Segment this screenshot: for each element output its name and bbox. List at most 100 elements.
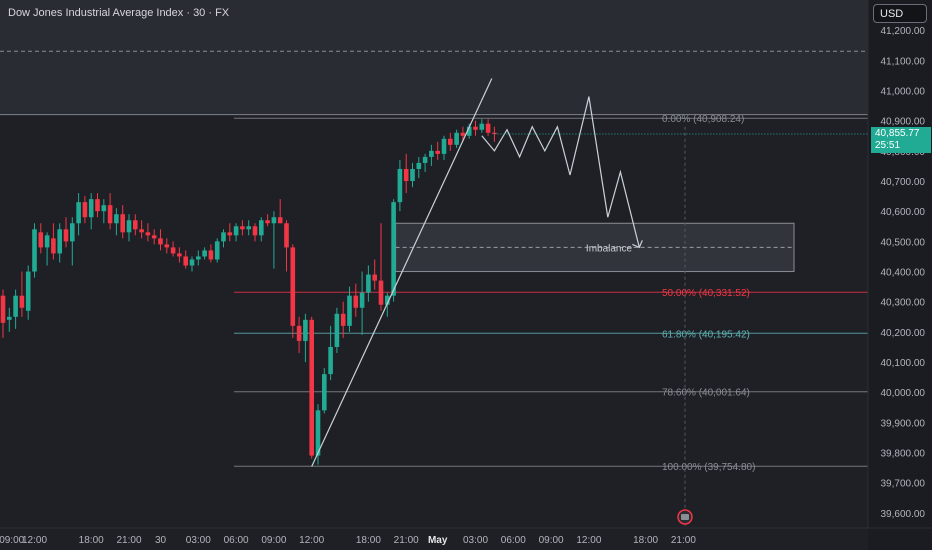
candle-body <box>334 313 340 347</box>
candle-body <box>19 295 25 308</box>
fib-level-label: 50.00% (40,331.52) <box>662 288 750 299</box>
x-tick-label: 03:00 <box>463 535 488 546</box>
candle-body <box>366 274 371 293</box>
projection-arrowhead <box>632 240 643 249</box>
y-tick-label: 40,600.00 <box>881 207 926 218</box>
candle-body <box>252 226 258 236</box>
candle-body <box>372 274 377 281</box>
candle-body <box>353 295 359 308</box>
x-tick-label: 12:00 <box>299 535 324 546</box>
candle-body <box>391 202 396 296</box>
x-tick-label: 12:00 <box>576 535 601 546</box>
y-tick-label: 40,500.00 <box>881 237 926 248</box>
candle-body <box>435 150 440 154</box>
y-tick-label: 40,900.00 <box>881 117 926 128</box>
upper-shaded-region <box>0 0 868 115</box>
candle-body <box>315 410 321 456</box>
currency-button[interactable]: USD <box>873 4 927 23</box>
last-price-value: 40,855.77 <box>875 128 920 139</box>
candle-body <box>397 168 403 203</box>
candle-body <box>95 199 100 212</box>
y-tick-label: 39,700.00 <box>881 479 926 490</box>
candle-body <box>70 223 75 242</box>
candle-body <box>259 220 264 236</box>
y-tick-label: 41,000.00 <box>881 87 926 98</box>
candle-body <box>429 150 434 157</box>
x-tick-label: 21:00 <box>394 535 419 546</box>
candle-body <box>151 235 157 239</box>
candle-body <box>196 256 201 260</box>
candle-body <box>473 126 478 130</box>
candle-body <box>145 232 151 236</box>
candle-body <box>164 244 170 248</box>
price-axis-background <box>868 0 932 550</box>
candle-body <box>466 126 472 136</box>
candle-body <box>460 132 466 136</box>
x-tick-label: 09:00 <box>0 535 25 546</box>
x-tick-label: 18:00 <box>633 535 658 546</box>
x-tick-label: 18:00 <box>356 535 381 546</box>
x-tick-label: 21:00 <box>116 535 141 546</box>
candle-body <box>454 132 459 145</box>
candle-body <box>284 223 289 248</box>
candle-body <box>328 346 333 375</box>
candle-body <box>448 138 453 145</box>
candle-body <box>214 241 220 260</box>
x-tick-label: 12:00 <box>22 535 47 546</box>
candle-body <box>227 232 233 236</box>
y-tick-label: 39,900.00 <box>881 418 926 429</box>
x-tick-label: 06:00 <box>224 535 249 546</box>
candle-body <box>492 132 497 134</box>
x-tick-label: 03:00 <box>186 535 211 546</box>
candle-body <box>233 226 239 236</box>
last-price-badge: 40,855.77 25:51 <box>871 127 931 153</box>
candle-body <box>208 250 214 260</box>
y-tick-label: 40,700.00 <box>881 177 926 188</box>
candle-body <box>240 226 245 230</box>
candle-body <box>38 232 44 248</box>
x-tick-label: May <box>428 535 448 546</box>
candle-body <box>479 123 485 130</box>
y-tick-label: 41,100.00 <box>881 56 926 67</box>
y-tick-label: 40,300.00 <box>881 298 926 309</box>
candle-body <box>221 232 226 242</box>
candle-body <box>485 123 491 133</box>
candle-body <box>101 205 107 212</box>
x-tick-label: 18:00 <box>79 535 104 546</box>
y-tick-label: 41,200.00 <box>881 26 926 37</box>
projection-path <box>481 96 640 248</box>
candle-body <box>126 220 132 233</box>
y-tick-label: 40,000.00 <box>881 388 926 399</box>
event-marker-glyph <box>681 514 689 520</box>
y-tick-label: 40,400.00 <box>881 268 926 279</box>
candle-body <box>120 214 125 233</box>
x-tick-label: 09:00 <box>539 535 564 546</box>
bar-countdown: 25:51 <box>875 140 901 151</box>
candle-body <box>378 280 384 305</box>
candle-body <box>114 214 119 224</box>
candle-body <box>133 220 138 230</box>
x-tick-label: 06:00 <box>501 535 526 546</box>
candle-body <box>51 238 56 254</box>
candle-body <box>88 199 94 218</box>
candle-body <box>158 238 163 245</box>
y-tick-label: 39,600.00 <box>881 509 926 520</box>
candle-body <box>0 295 6 323</box>
candle-body <box>410 168 415 182</box>
y-tick-label: 40,200.00 <box>881 328 926 339</box>
candle-body <box>296 325 302 341</box>
chart-title: Dow Jones Industrial Average Index · 30 … <box>8 7 230 19</box>
candle-body <box>271 217 277 224</box>
candle-body <box>202 250 207 257</box>
candle-body <box>309 319 314 456</box>
candle-body <box>177 253 182 257</box>
candle-body <box>82 202 88 218</box>
candle-body <box>76 202 81 224</box>
candle-body <box>189 259 195 266</box>
candle-body <box>32 229 37 272</box>
candle-body <box>340 313 346 326</box>
fib-level-label: 100.00% (39,754.80) <box>662 462 755 473</box>
candle-body <box>347 295 352 326</box>
